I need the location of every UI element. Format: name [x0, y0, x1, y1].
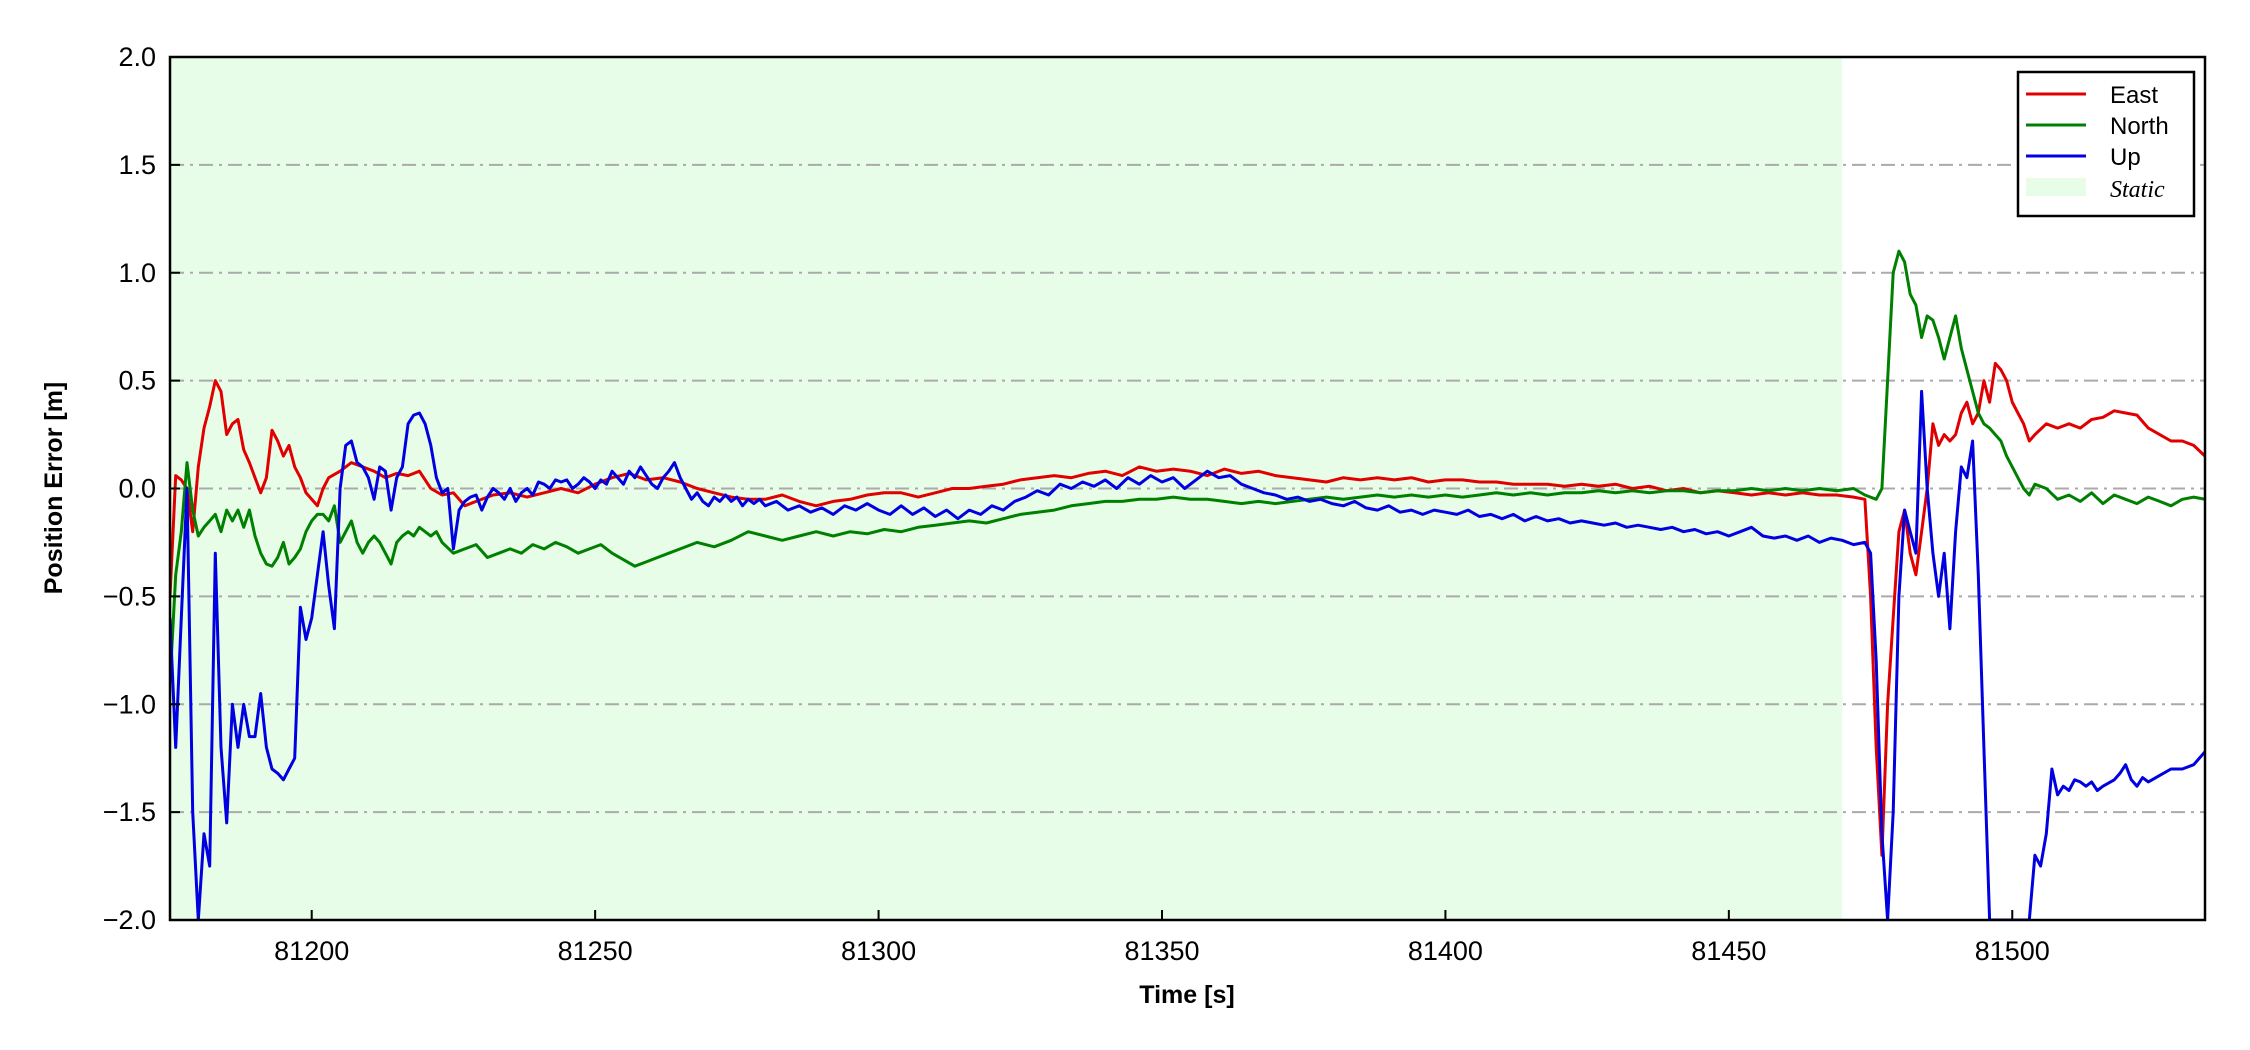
y-tick-label: −0.5 — [103, 581, 156, 611]
y-tick-label: −2.0 — [103, 905, 156, 935]
y-axis-title: Position Error [m] — [40, 382, 68, 595]
legend-east-label: East — [2110, 82, 2158, 109]
legend-static-label: Static — [2110, 177, 2165, 203]
y-tick-label: 2.0 — [118, 42, 156, 72]
x-tick-label: 81200 — [274, 936, 349, 966]
y-tick-label: −1.0 — [103, 689, 156, 719]
x-tick-label: 81400 — [1408, 936, 1483, 966]
legend-static-swatch — [2026, 178, 2086, 196]
series-line-up — [170, 389, 2205, 920]
x-tick-label: 81500 — [1975, 936, 2050, 966]
x-axis-title: Time [s] — [1139, 981, 1234, 1009]
legend-up-label: Up — [2110, 144, 2141, 171]
legend: East North Up Static — [2016, 70, 2196, 218]
y-tick-label: 0.5 — [118, 366, 156, 396]
y-tick-label: 0.0 — [118, 474, 156, 504]
x-tick-label: 81350 — [1124, 936, 1199, 966]
x-tick-label: 81450 — [1691, 936, 1766, 966]
y-tick-label: 1.5 — [118, 150, 156, 180]
legend-north-label: North — [2110, 113, 2169, 140]
y-tick-label: −1.5 — [103, 797, 156, 827]
series-line-east — [170, 361, 2205, 857]
y-tick-label: 1.0 — [118, 258, 156, 288]
x-tick-label: 81250 — [558, 936, 633, 966]
series-line-north — [170, 249, 2205, 683]
x-tick-label: 81300 — [841, 936, 916, 966]
legend-box — [2016, 70, 2196, 218]
